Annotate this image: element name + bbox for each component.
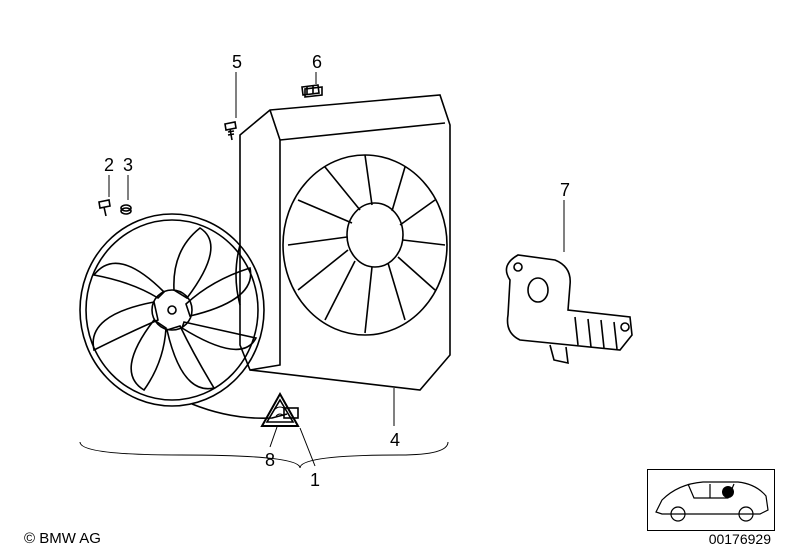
part-bolt-2: [99, 200, 110, 216]
callout-6: 6: [312, 52, 322, 73]
callout-3: 3: [123, 155, 133, 176]
part-bolt-5: [225, 122, 236, 140]
callout-1: 1: [310, 470, 320, 491]
parts-diagram: 1 2 3 4 5 6 7 8 © BMW AG 00176929: [0, 0, 799, 559]
part-washer-3: [121, 205, 131, 214]
part-warning-triangle: [262, 394, 298, 426]
copyright-text: © BMW AG: [24, 530, 101, 547]
callout-7: 7: [560, 180, 570, 201]
part-fan: [80, 214, 298, 418]
locator-box: [647, 469, 775, 531]
callout-8: 8: [265, 450, 275, 471]
part-shroud: [236, 87, 450, 390]
part-bracket: [506, 255, 632, 363]
part-number-text: 00176929: [709, 531, 771, 547]
callout-4: 4: [390, 430, 400, 451]
callout-5: 5: [232, 52, 242, 73]
callout-2: 2: [104, 155, 114, 176]
locator-marker: [722, 486, 734, 498]
locator-car-svg: [648, 470, 774, 530]
